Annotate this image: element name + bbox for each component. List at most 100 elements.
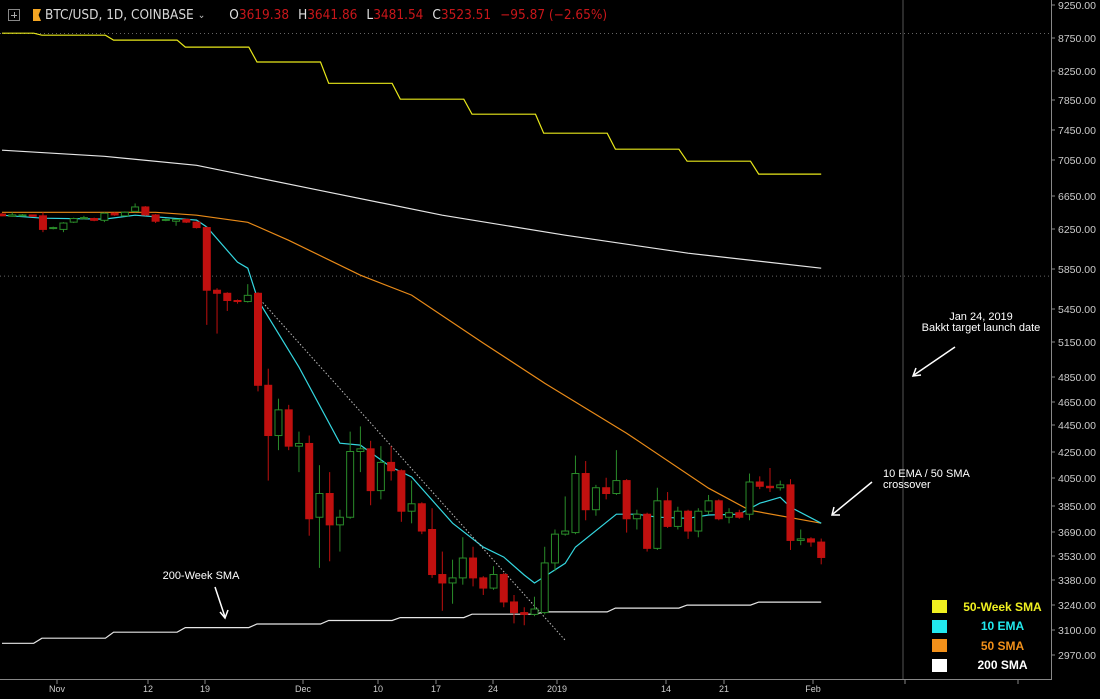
- candle-body: [233, 299, 242, 303]
- series-line-200-week-sma: [2, 601, 822, 644]
- candle-body: [172, 218, 181, 222]
- candle: [817, 538, 826, 565]
- candle: [417, 502, 426, 535]
- y-tick-label: 3100.00: [1058, 625, 1096, 637]
- candle: [448, 559, 457, 604]
- candle-body: [28, 214, 37, 217]
- candle: [479, 576, 488, 595]
- candle-body: [550, 533, 559, 564]
- y-tick-label: 4450.00: [1058, 420, 1096, 432]
- candle: [18, 214, 27, 217]
- x-tick-label: 17: [431, 684, 441, 694]
- candle: [714, 499, 723, 521]
- candle: [735, 509, 744, 519]
- candle-body: [90, 218, 99, 221]
- candle-body: [346, 451, 355, 518]
- high-value: 3641.86: [307, 7, 358, 23]
- x-tick-label: 10: [373, 684, 383, 694]
- candle-body: [796, 538, 805, 541]
- y-tick-label: 3240.00: [1058, 600, 1096, 612]
- candle: [110, 212, 119, 216]
- candle: [294, 431, 303, 473]
- candle-body: [59, 222, 68, 230]
- series-line-50-sma: [2, 211, 822, 524]
- candle-body: [704, 500, 713, 512]
- candle: [745, 473, 754, 521]
- legend-label: 50-Week SMA: [963, 599, 1042, 614]
- candle: [79, 215, 88, 220]
- y-tick-label: 7450.00: [1058, 125, 1096, 137]
- candle: [766, 467, 774, 493]
- candle: [0, 213, 6, 217]
- candle-body: [417, 503, 426, 532]
- y-tick-label: 5850.00: [1058, 264, 1096, 276]
- candle-body: [387, 461, 396, 472]
- candle-body: [561, 530, 570, 535]
- candle-body: [438, 574, 447, 584]
- candle-body: [458, 557, 467, 579]
- candle: [755, 476, 764, 490]
- high-label: H: [298, 7, 308, 23]
- candle: [182, 218, 191, 224]
- candle: [663, 492, 672, 528]
- candle-body: [479, 577, 488, 589]
- candle: [499, 572, 508, 608]
- candle-body: [602, 487, 611, 495]
- candle-body: [428, 528, 437, 576]
- candle: [673, 506, 682, 530]
- candle: [776, 480, 785, 491]
- candle-body: [120, 211, 129, 217]
- candles: [0, 203, 826, 626]
- candle: [561, 496, 570, 536]
- x-tick-label: 21: [719, 684, 729, 694]
- x-tick-label: Dec: [295, 684, 312, 694]
- candle-body: [766, 485, 774, 489]
- candle-body: [591, 487, 600, 511]
- legend-swatch: [932, 619, 947, 633]
- expand-icon[interactable]: [8, 9, 20, 21]
- candle-body: [489, 574, 498, 589]
- candle: [346, 431, 355, 519]
- candle: [325, 472, 334, 562]
- legend-item-50-week-sma: 50-Week SMA: [932, 597, 1050, 617]
- candle-body: [294, 442, 303, 447]
- candle-body: [806, 538, 815, 543]
- candle: [550, 529, 559, 572]
- candle: [274, 398, 283, 451]
- chevron-down-icon[interactable]: ⌄: [197, 9, 206, 21]
- flag-icon[interactable]: [33, 9, 41, 21]
- candle-body: [264, 384, 273, 437]
- candle-body: [643, 513, 652, 549]
- candle-body: [254, 292, 262, 386]
- change-value: −95.87 (−2.65%): [500, 7, 608, 23]
- low-label: L: [366, 7, 374, 23]
- candle-body: [315, 493, 324, 518]
- candle: [581, 461, 590, 521]
- candle-body: [151, 214, 160, 222]
- candle: [510, 594, 518, 624]
- annotation-200-week-sma: 200-Week SMA: [163, 570, 240, 582]
- candle-body: [79, 217, 88, 220]
- x-tick-label: 19: [200, 684, 210, 694]
- open-label: O: [229, 7, 239, 23]
- candle-body: [284, 409, 293, 447]
- candle: [243, 284, 252, 303]
- candle: [704, 494, 713, 515]
- candle-body: [49, 227, 58, 230]
- candle: [59, 222, 68, 233]
- candle-body: [0, 213, 6, 217]
- y-tick-label: 3530.00: [1058, 551, 1096, 563]
- candle: [366, 440, 375, 506]
- candle-body: [694, 510, 703, 532]
- y-tick-label: 6250.00: [1058, 224, 1096, 236]
- candle: [612, 450, 621, 495]
- candle: [254, 292, 262, 392]
- trendline: [257, 296, 566, 641]
- candle: [643, 512, 652, 552]
- candle: [438, 551, 447, 611]
- candle: [602, 477, 611, 500]
- legend-swatch: [932, 600, 947, 614]
- candle-body: [141, 206, 150, 216]
- symbol-label[interactable]: BTC/USD, 1D, COINBASE: [45, 7, 194, 23]
